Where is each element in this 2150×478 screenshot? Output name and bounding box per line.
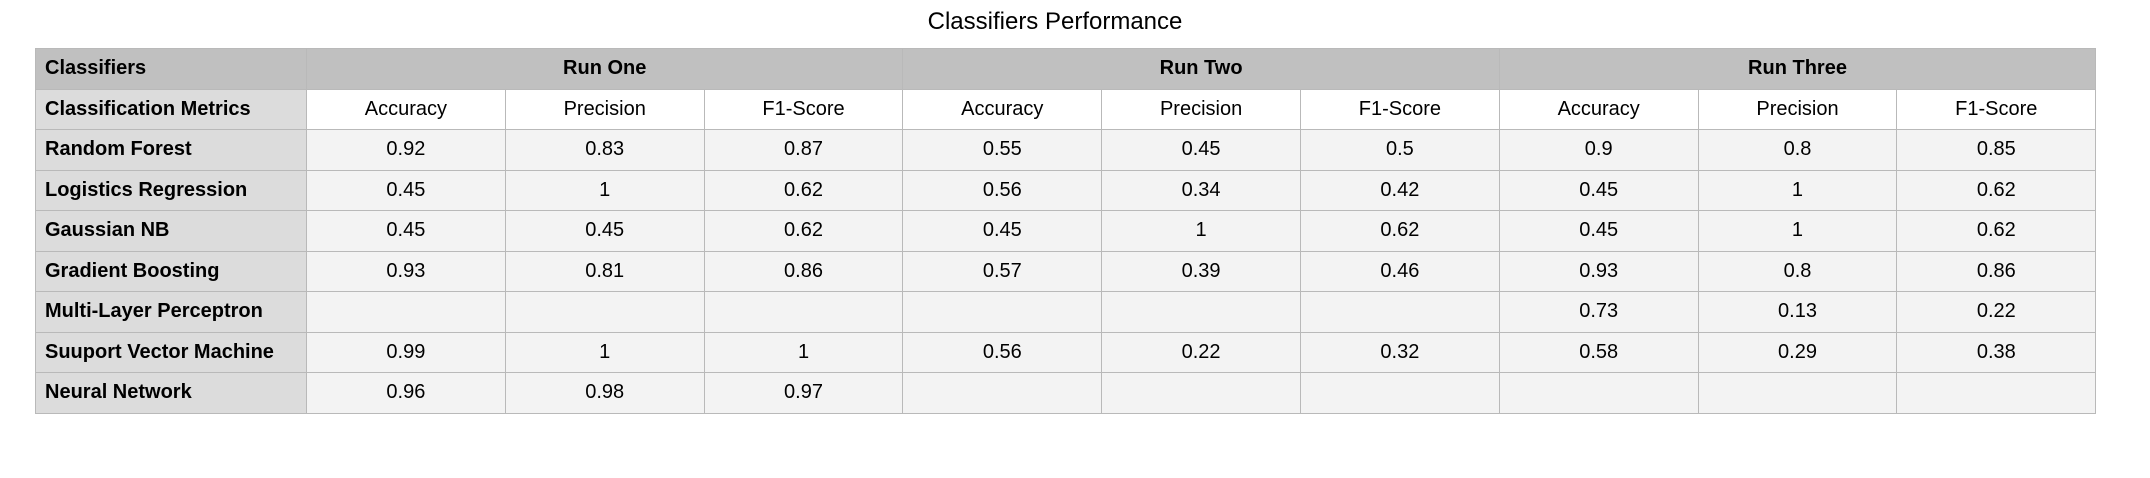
metric-value-cell: 0.45: [504, 210, 705, 252]
metric-value-cell: 0.45: [306, 169, 506, 211]
metric-header-cell: Accuracy: [902, 88, 1103, 130]
metric-value-cell: 0.93: [1498, 250, 1699, 292]
metric-value-cell: 0.46: [1300, 250, 1500, 292]
table-row: Logistics Regression 0.45 1 0.62 0.56 0.34 0.4…: [35, 169, 2097, 211]
metric-value-cell: 0.34: [1101, 169, 1301, 211]
metric-value-cell: 0.99: [306, 331, 506, 373]
metric-value-cell: [1101, 291, 1301, 333]
metric-value-cell: 0.42: [1300, 169, 1500, 211]
classifier-name-cell: Neural Network: [35, 372, 307, 414]
metric-value-cell: 0.83: [504, 129, 705, 171]
metric-value-cell: 0.32: [1300, 331, 1500, 373]
metric-header-cell: Precision: [504, 88, 705, 130]
metric-value-cell: 0.92: [306, 129, 506, 171]
metric-value-cell: 0.57: [902, 250, 1103, 292]
metric-value-cell: [1498, 372, 1699, 414]
metric-value-cell: [1300, 372, 1500, 414]
metric-header-cell: F1-Score: [1300, 88, 1500, 130]
metric-value-cell: 0.45: [1498, 210, 1699, 252]
metric-value-cell: 0.96: [306, 372, 506, 414]
metric-value-cell: [1697, 372, 1898, 414]
run-three-header: Run Three: [1498, 48, 2097, 90]
metric-value-cell: 0.87: [703, 129, 904, 171]
metric-value-cell: 0.62: [703, 210, 904, 252]
metric-value-cell: 0.62: [1896, 169, 2097, 211]
metric-value-cell: 0.85: [1896, 129, 2097, 171]
table-row: Neural Network 0.96 0.98 0.97: [35, 372, 2097, 414]
metric-value-cell: 1: [1697, 169, 1898, 211]
metric-value-cell: 0.45: [1101, 129, 1301, 171]
classifier-name-cell: Multi-Layer Perceptron: [35, 291, 307, 333]
metric-value-cell: 0.62: [703, 169, 904, 211]
metric-value-cell: 0.73: [1498, 291, 1699, 333]
run-two-header: Run Two: [902, 48, 1500, 90]
metric-value-cell: 0.98: [504, 372, 705, 414]
metrics-label-cell: Classification Metrics: [35, 88, 307, 130]
metric-value-cell: 0.22: [1896, 291, 2097, 333]
classifier-name-cell: Logistics Regression: [35, 169, 307, 211]
metric-value-cell: 0.58: [1498, 331, 1699, 373]
metric-value-cell: 0.45: [902, 210, 1103, 252]
run-header-row: Classifiers Run One Run Two Run Three: [35, 48, 2097, 90]
metric-value-cell: 0.56: [902, 169, 1103, 211]
metric-value-cell: 1: [504, 169, 705, 211]
metric-value-cell: [1101, 372, 1301, 414]
table-row: Gaussian NB 0.45 0.45 0.62 0.45 1 0.62 0.45 1 0.6…: [35, 210, 2097, 252]
metric-header-cell: Accuracy: [306, 88, 506, 130]
metric-value-cell: 1: [1101, 210, 1301, 252]
run-one-header: Run One: [305, 48, 904, 90]
metric-value-cell: [1300, 291, 1500, 333]
metric-value-cell: 0.13: [1697, 291, 1898, 333]
metric-value-cell: [504, 291, 705, 333]
metric-value-cell: 0.55: [902, 129, 1103, 171]
metric-value-cell: 0.5: [1300, 129, 1500, 171]
metric-header-cell: F1-Score: [703, 88, 904, 130]
metric-value-cell: 1: [504, 331, 705, 373]
table-row: Random Forest 0.92 0.83 0.87 0.55 0.45 0.5 0.9 0…: [35, 129, 2097, 171]
metric-value-cell: 0.62: [1300, 210, 1500, 252]
metric-header-cell: F1-Score: [1896, 88, 2097, 130]
metric-value-cell: 0.45: [1498, 169, 1699, 211]
metric-value-cell: 0.81: [504, 250, 705, 292]
metric-value-cell: 1: [703, 331, 904, 373]
metric-value-cell: 0.38: [1896, 331, 2097, 373]
metric-value-cell: 1: [1697, 210, 1898, 252]
corner-header-cell: Classifiers: [35, 48, 307, 90]
classifier-name-cell: Random Forest: [35, 129, 307, 171]
table-row: Multi-Layer Perceptron 0.73 0.13 0.22: [35, 291, 2097, 333]
metric-value-cell: [306, 291, 506, 333]
metric-value-cell: 0.62: [1896, 210, 2097, 252]
metric-value-cell: [703, 291, 904, 333]
metric-value-cell: 0.86: [703, 250, 904, 292]
table-row: Gradient Boosting 0.93 0.81 0.86 0.57 0.39 0.4…: [35, 250, 2097, 292]
metric-value-cell: [902, 291, 1103, 333]
metric-header-cell: Accuracy: [1498, 88, 1699, 130]
metric-value-cell: 0.9: [1498, 129, 1699, 171]
metric-value-cell: 0.93: [306, 250, 506, 292]
metric-value-cell: 0.39: [1101, 250, 1301, 292]
performance-table: Classifiers Run One Run Two Run Three Cl…: [35, 48, 2097, 414]
metric-value-cell: 0.97: [703, 372, 904, 414]
metric-value-cell: [1896, 372, 2097, 414]
metric-value-cell: 0.22: [1101, 331, 1301, 373]
metric-value-cell: 0.56: [902, 331, 1103, 373]
data-rows: Random Forest 0.92 0.83 0.87 0.55 0.45 0.5 0.9 0…: [35, 129, 2097, 414]
classifier-name-cell: Suuport Vector Machine: [35, 331, 307, 373]
metric-value-cell: 0.86: [1896, 250, 2097, 292]
metric-header-row: Classification Metrics Accuracy Precisio…: [35, 88, 2097, 130]
metric-value-cell: 0.8: [1697, 129, 1898, 171]
metric-header-cell: Precision: [1697, 88, 1898, 130]
metric-value-cell: 0.29: [1697, 331, 1898, 373]
metric-header-cell: Precision: [1101, 88, 1301, 130]
metric-value-cell: [902, 372, 1103, 414]
metric-value-cell: 0.45: [306, 210, 506, 252]
page-title: Classifiers Performance: [927, 8, 1183, 35]
classifier-name-cell: Gaussian NB: [35, 210, 307, 252]
metric-value-cell: 0.8: [1697, 250, 1898, 292]
classifier-name-cell: Gradient Boosting: [35, 250, 307, 292]
table-row: Suuport Vector Machine 0.99 1 1 0.56 0.22 0.32…: [35, 331, 2097, 373]
